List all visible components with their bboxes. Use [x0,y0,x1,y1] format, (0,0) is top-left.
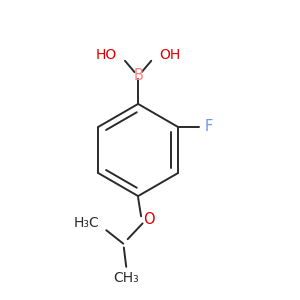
Text: B: B [133,68,143,83]
Text: F: F [205,119,213,134]
Text: OH: OH [159,48,180,62]
Text: H₃C: H₃C [74,216,100,230]
Text: O: O [143,212,154,227]
Text: HO: HO [96,48,117,62]
Text: CH₃: CH₃ [113,271,139,285]
